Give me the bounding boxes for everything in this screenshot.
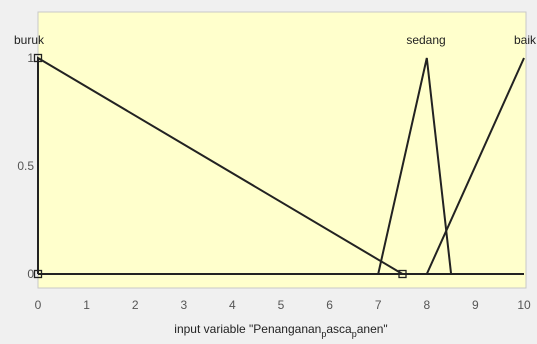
selection-marker[interactable]: [398, 269, 407, 279]
x-axis-title-part: anen": [357, 322, 388, 336]
x-tick-label: 1: [83, 298, 90, 312]
tick-labels: 0 1 2 3 4 5 6 7 8 9 10 0 0.5 1: [17, 51, 531, 312]
x-axis-title-subscript: p: [352, 329, 357, 339]
x-tick-label: 9: [472, 298, 479, 312]
x-axis-title-part: input variable "Penanganan: [174, 322, 321, 336]
y-tick-label: 0: [27, 267, 34, 281]
membership-labels: buruk sedang baik: [14, 33, 537, 47]
x-tick-label: 3: [180, 298, 187, 312]
x-axis-title-subscript: p: [321, 329, 326, 339]
selection-marker[interactable]: [33, 53, 43, 63]
selection-marker[interactable]: [33, 269, 43, 279]
plot-area: [37, 11, 527, 289]
x-tick-label: 7: [375, 298, 382, 312]
x-tick-label: 5: [278, 298, 285, 312]
membership-label-buruk: buruk: [14, 33, 45, 47]
series-lines: [37, 56, 525, 275]
series-line-baik: [425, 57, 525, 275]
x-tick-label: 4: [229, 298, 236, 312]
selection-markers: [33, 53, 407, 279]
x-tick-label: 6: [326, 298, 333, 312]
series-line-sedang: [377, 57, 453, 275]
x-tick-label: 10: [517, 298, 531, 312]
y-tick-label: 0.5: [17, 159, 34, 173]
x-axis-title-part: asca: [326, 322, 352, 336]
x-axis-title: input variable "Penangananpascapanen": [174, 322, 387, 339]
membership-label-baik: baik: [514, 33, 537, 47]
x-tick-label: 2: [132, 298, 139, 312]
series-line-buruk: [37, 56, 404, 275]
y-tick-label: 1: [27, 51, 34, 65]
x-tick-label: 0: [35, 298, 42, 312]
x-tick-label: 8: [423, 298, 430, 312]
membership-label-sedang: sedang: [406, 33, 445, 47]
